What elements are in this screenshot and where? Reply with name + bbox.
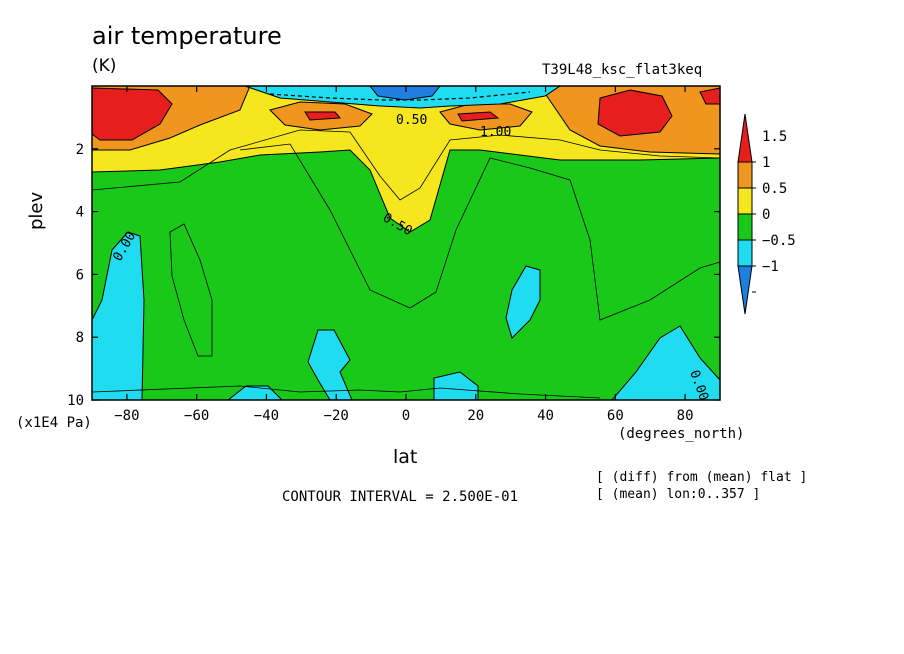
colorbar-label: 1 (762, 155, 770, 171)
colorbar-label: 1.5 (762, 129, 787, 145)
colorbar-cell (737, 239, 753, 267)
y-tick-label: 4 (76, 205, 84, 221)
field-negative-bottom-left (227, 385, 283, 400)
colorbar-label: −1 (762, 259, 779, 275)
colorbar-label: 0.5 (762, 181, 787, 197)
x-tick-label: 0 (402, 408, 410, 424)
field-below-minus-half-top (369, 86, 441, 101)
y-axis-label: plev (26, 191, 47, 230)
colorbar-cell (737, 161, 753, 189)
contour-line-quarter-centre (239, 143, 720, 321)
chart-title: air temperature (92, 22, 282, 50)
field-negative-lower-right (611, 325, 720, 400)
field-above-1p5-far-right (699, 87, 720, 105)
field-above-1p5-left (92, 87, 173, 141)
contour-line-quarter-left (169, 223, 213, 357)
colorbar-cell (737, 187, 753, 215)
colorbar-cell-bottom (737, 265, 753, 315)
y-axis: 2 4 6 8 10 (67, 142, 720, 409)
field-half-to-one-upper (92, 86, 720, 233)
x-axis-units: (degrees_north) (618, 426, 745, 442)
field-negative-lower-left (307, 329, 353, 400)
field-negative-bottom-centre (433, 371, 479, 400)
x-tick-label: −80 (114, 408, 139, 424)
colorbar-cell-top (737, 113, 753, 163)
x-tick-label: −60 (184, 408, 209, 424)
y-tick-label: 2 (76, 142, 84, 158)
contour-dashes-top (269, 91, 531, 101)
contour-interval-text: CONTOUR INTERVAL = 2.500E-01 (282, 489, 519, 505)
mean-note: [ (mean) lon:0..357 ] (596, 487, 761, 502)
diff-note: [ (diff) from (mean) flat ] (596, 470, 808, 485)
x-tick-label: 80 (677, 408, 694, 424)
colorbar-label: −0.5 (762, 233, 796, 249)
y-axis-units: (x1E4 Pa) (16, 415, 92, 431)
colorbar-label: 0 (762, 207, 770, 223)
y-tick-label: 10 (67, 393, 84, 409)
colorbar: 1.5 1 0.5 0 −0.5 −1 (737, 113, 796, 315)
y-tick-label: 6 (76, 267, 84, 283)
colorbar-cell (737, 213, 753, 241)
run-label: T39L48_ksc_flat3keq (542, 62, 703, 78)
x-tick-label: 40 (537, 408, 554, 424)
field-above-1p5-centre-right (457, 111, 500, 122)
field-negative-left-column (92, 231, 145, 400)
contour-line-quarter-upper (92, 129, 720, 201)
chart-units: (K) (92, 56, 117, 76)
x-tick-label: 20 (467, 408, 484, 424)
x-tick-label: 60 (607, 408, 624, 424)
y-tick-label: 8 (76, 330, 84, 346)
contour-label: 0.50 (396, 113, 427, 128)
x-tick-label: −40 (254, 408, 279, 424)
contour-line-quarter-lower (92, 385, 601, 399)
x-axis: −80 −60 −40 −20 0 20 40 60 80 (114, 86, 694, 424)
contour-label: 1.00 (480, 125, 511, 140)
field-negative-mid-right (505, 265, 541, 339)
field-above-1p5-centre-left (304, 111, 342, 121)
x-tick-label: −20 (324, 408, 349, 424)
field-above-1p5-right (597, 89, 673, 137)
x-axis-label: lat (393, 446, 418, 468)
